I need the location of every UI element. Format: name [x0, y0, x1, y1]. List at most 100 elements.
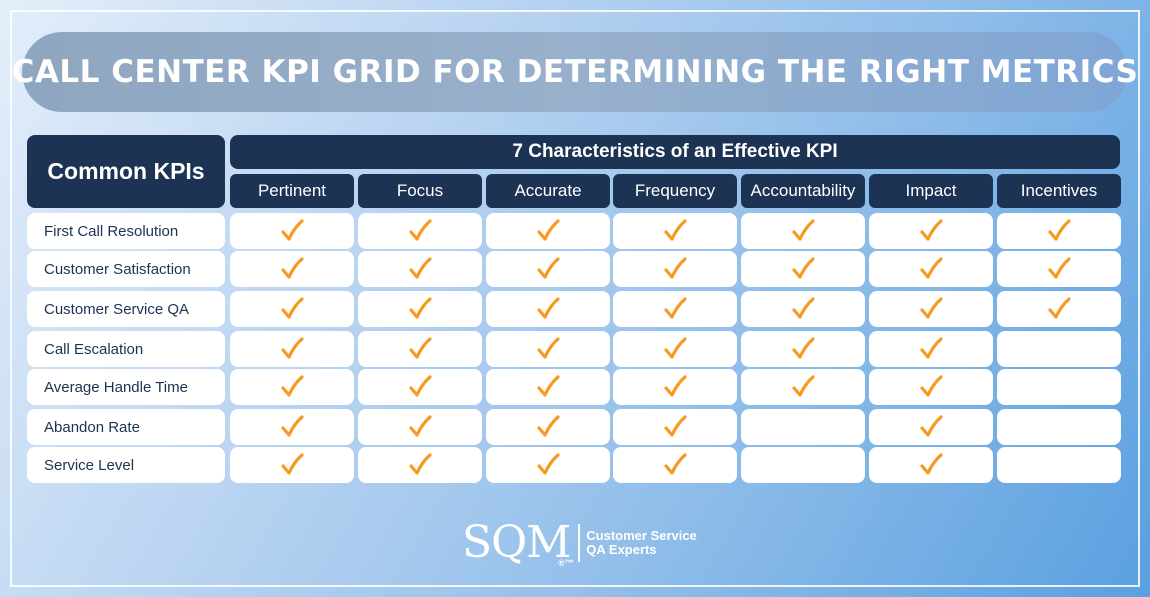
- checkmark-icon: [792, 297, 815, 319]
- logo-trademark: ®™: [558, 558, 574, 568]
- kpi-cell: [869, 331, 993, 367]
- sqm-logo: SQM ®™ Customer Service QA Experts: [462, 512, 722, 574]
- kpi-cell: [230, 331, 354, 367]
- kpi-cell: [358, 291, 482, 327]
- kpi-cell: [486, 213, 610, 249]
- checkmark-icon: [664, 297, 687, 319]
- checkmark-icon: [1048, 297, 1071, 319]
- kpi-cell: [613, 447, 737, 483]
- kpi-cell: [230, 409, 354, 445]
- checkmark-icon: [281, 375, 304, 397]
- kpi-cell: [741, 409, 865, 445]
- kpi-cell: [613, 331, 737, 367]
- checkmark-icon: [281, 219, 304, 241]
- checkmark-icon: [920, 375, 943, 397]
- checkmark-icon: [792, 219, 815, 241]
- logo-mark: SQM: [462, 517, 571, 568]
- kpi-cell: [997, 291, 1121, 327]
- checkmark-icon: [537, 297, 560, 319]
- checkmark-icon: [664, 219, 687, 241]
- kpi-row-label: Call Escalation: [27, 331, 225, 367]
- column-header-impact: Impact: [869, 174, 993, 208]
- kpi-cell: [486, 447, 610, 483]
- checkmark-icon: [920, 297, 943, 319]
- checkmark-icon: [409, 415, 432, 437]
- checkmark-icon: [664, 337, 687, 359]
- kpi-cell: [741, 291, 865, 327]
- checkmark-icon: [920, 415, 943, 437]
- common-kpis-header: Common KPIs: [27, 135, 225, 208]
- kpi-row-label: Abandon Rate: [27, 409, 225, 445]
- column-header-pertinent: Pertinent: [230, 174, 354, 208]
- kpi-cell: [486, 251, 610, 287]
- kpi-cell: [358, 447, 482, 483]
- kpi-row-label: Customer Satisfaction: [27, 251, 225, 287]
- checkmark-icon: [281, 297, 304, 319]
- column-header-accountability: Accountability: [741, 174, 865, 208]
- kpi-cell: [358, 409, 482, 445]
- checkmark-icon: [537, 375, 560, 397]
- checkmark-icon: [664, 415, 687, 437]
- checkmark-icon: [281, 453, 304, 475]
- checkmark-icon: [920, 337, 943, 359]
- kpi-row-label: Service Level: [27, 447, 225, 483]
- title-banner: CALL CENTER KPI GRID FOR DETERMINING THE…: [12, 32, 1138, 112]
- kpi-cell: [358, 251, 482, 287]
- checkmark-icon: [537, 257, 560, 279]
- kpi-cell: [230, 291, 354, 327]
- kpi-cell: [486, 369, 610, 405]
- logo-tagline-line1: Customer Service: [586, 528, 697, 543]
- kpi-cell: [869, 213, 993, 249]
- kpi-cell: [230, 213, 354, 249]
- checkmark-icon: [281, 337, 304, 359]
- checkmark-icon: [792, 337, 815, 359]
- column-header-focus: Focus: [358, 174, 482, 208]
- characteristics-header: 7 Characteristics of an Effective KPI: [230, 135, 1120, 169]
- kpi-row-label: First Call Resolution: [27, 213, 225, 249]
- checkmark-icon: [664, 257, 687, 279]
- checkmark-icon: [537, 219, 560, 241]
- kpi-cell: [358, 331, 482, 367]
- kpi-cell: [869, 251, 993, 287]
- kpi-cell: [997, 213, 1121, 249]
- checkmark-icon: [537, 337, 560, 359]
- kpi-cell: [997, 369, 1121, 405]
- kpi-cell: [997, 409, 1121, 445]
- page-title: CALL CENTER KPI GRID FOR DETERMINING THE…: [11, 54, 1139, 90]
- checkmark-icon: [281, 257, 304, 279]
- kpi-cell: [613, 251, 737, 287]
- checkmark-icon: [792, 375, 815, 397]
- checkmark-icon: [664, 375, 687, 397]
- checkmark-icon: [920, 257, 943, 279]
- kpi-cell: [230, 447, 354, 483]
- kpi-cell: [613, 213, 737, 249]
- kpi-cell: [613, 369, 737, 405]
- checkmark-icon: [664, 453, 687, 475]
- kpi-row-label: Average Handle Time: [27, 369, 225, 405]
- kpi-cell: [869, 369, 993, 405]
- kpi-cell: [230, 251, 354, 287]
- page-frame: [10, 10, 1140, 587]
- checkmark-icon: [409, 297, 432, 319]
- checkmark-icon: [409, 375, 432, 397]
- kpi-cell: [613, 291, 737, 327]
- kpi-cell: [230, 369, 354, 405]
- kpi-cell: [869, 447, 993, 483]
- checkmark-icon: [281, 415, 304, 437]
- kpi-cell: [486, 331, 610, 367]
- kpi-cell: [741, 213, 865, 249]
- checkmark-icon: [920, 219, 943, 241]
- logo-tagline-line2: QA Experts: [586, 542, 657, 557]
- kpi-cell: [869, 291, 993, 327]
- checkmark-icon: [920, 453, 943, 475]
- checkmark-icon: [409, 257, 432, 279]
- kpi-cell: [741, 369, 865, 405]
- kpi-row-label: Customer Service QA: [27, 291, 225, 327]
- column-header-accurate: Accurate: [486, 174, 610, 208]
- checkmark-icon: [409, 219, 432, 241]
- kpi-cell: [358, 213, 482, 249]
- checkmark-icon: [1048, 219, 1071, 241]
- kpi-cell: [997, 447, 1121, 483]
- checkmark-icon: [1048, 257, 1071, 279]
- kpi-cell: [358, 369, 482, 405]
